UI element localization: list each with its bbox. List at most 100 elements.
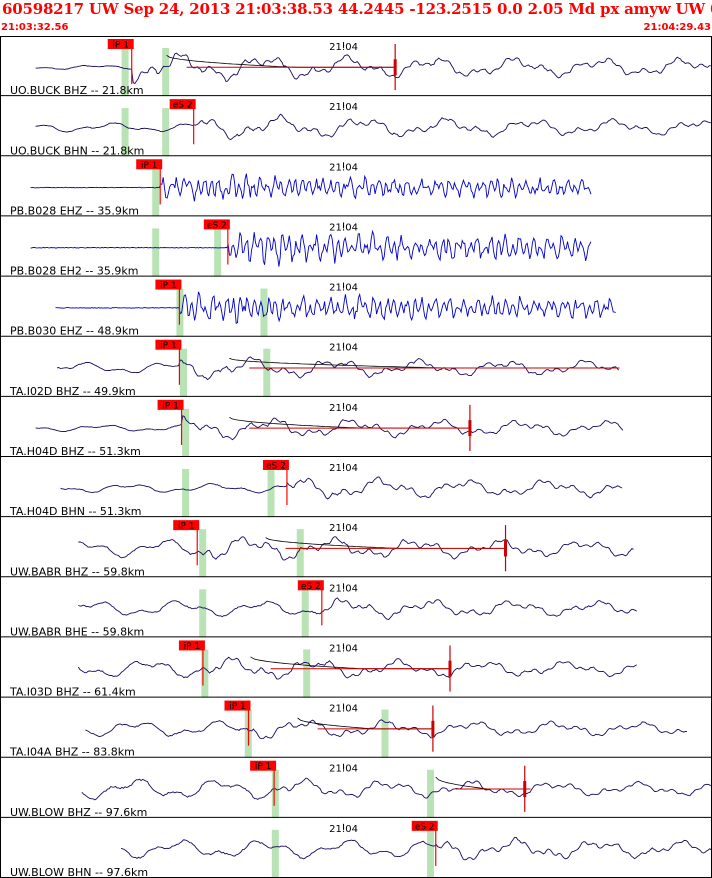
waveform [77, 656, 637, 680]
event-title: 60598217 UW Sep 24, 2013 21:03:38.53 44.… [2, 0, 712, 18]
waveform [30, 173, 592, 202]
pick-label: eS 2 [207, 221, 227, 231]
trace-panel: 21:04 eS 2 UW.BABR BHE -- 59.8km [0, 580, 712, 638]
pick-bar [162, 108, 170, 157]
trace-panel: 21:04 iP 1 UW.BLOW BHZ -- 97.6km [0, 760, 712, 819]
trace-panel: 21:04 iP 1 TA.I04A BHZ -- 83.8km [0, 700, 712, 759]
pick-bar [152, 228, 160, 277]
pick-bar [296, 529, 304, 578]
coda-curve [297, 717, 433, 730]
minute-label: 21:04 [329, 343, 358, 354]
pick-bar [152, 168, 160, 217]
pick-label: eS 2 [266, 462, 286, 472]
pick-label: eS 2 [415, 822, 435, 832]
minute-label: 21:04 [329, 583, 358, 594]
pick-bar [179, 348, 187, 397]
pick-box [155, 339, 182, 350]
minute-label: 21:04 [329, 42, 358, 53]
station-label: UO.BUCK BHZ -- 21.8km [10, 84, 144, 97]
pick-bar [121, 48, 129, 97]
minute-label: 21:04 [329, 162, 358, 173]
station-label: TA.H04D BHN -- 51.3km [9, 505, 141, 518]
pick-bar [214, 228, 222, 277]
minute-label: 21:04 [329, 283, 358, 294]
minute-label: 21:04 [329, 704, 358, 715]
waveform [35, 52, 711, 85]
pick-box [297, 580, 324, 591]
pick-bar [182, 469, 190, 518]
header: 60598217 UW Sep 24, 2013 21:03:38.53 44.… [0, 0, 712, 36]
pick-box [262, 460, 289, 470]
end-time: 21:04:29.43 [643, 22, 711, 33]
pick-label: iP 1 [229, 702, 246, 712]
pick-bar [162, 48, 170, 97]
pick-bar [303, 649, 311, 698]
coda-end-mark [431, 720, 435, 737]
pick-box [157, 399, 184, 410]
station-label: UW.BLOW BHZ -- 97.6km [10, 806, 147, 819]
minute-label: 21:04 [329, 222, 358, 233]
station-label: PB.B030 EHZ -- 48.9km [10, 325, 139, 338]
waveform [35, 113, 711, 140]
pick-bar [182, 408, 190, 457]
pick-bar [263, 348, 271, 397]
minute-label: 21:04 [329, 824, 358, 835]
coda-end-mark [448, 660, 452, 677]
minute-label: 21:04 [329, 403, 358, 414]
coda-end-mark [523, 780, 527, 797]
pick-label: iP 1 [160, 341, 177, 351]
trace-panel: 21:04 iP 1 TA.I03D BHZ -- 61.4km [0, 640, 712, 699]
pick-label: iP 1 [141, 161, 158, 171]
minute-label: 21:04 [329, 643, 358, 654]
pick-bar [121, 108, 129, 157]
pick-bar [381, 709, 389, 758]
waveform [85, 719, 688, 740]
pick-label: iP 1 [255, 762, 272, 772]
trace-panel: 21:04 iP 1 PB.B030 EHZ -- 48.9km [0, 279, 712, 338]
waveform [55, 291, 616, 324]
pick-label: iP 1 [160, 281, 177, 291]
pick-box [136, 159, 163, 170]
coda-end-mark [504, 540, 508, 557]
pick-box [169, 99, 196, 110]
trace-panel: 21:04 iP 1 PB.B028 EHZ -- 35.9km [0, 159, 712, 217]
pick-bar [271, 769, 279, 818]
station-label: UW.BLOW BHN -- 97.6km [10, 866, 148, 878]
minute-label: 21:04 [329, 102, 358, 113]
pick-bar [260, 288, 268, 337]
coda-end-mark [393, 59, 397, 76]
station-label: UW.BABR BHZ -- 59.8km [10, 565, 145, 578]
minute-label: 21:04 [329, 764, 358, 775]
pick-bar [199, 529, 207, 578]
pick-box [173, 520, 200, 531]
trace-panel: 21:04 iP 1 TA.H04D BHZ -- 51.3km [0, 399, 712, 458]
seismogram-plot: 21:04 iP 1 UO.BUCK BHZ -- 21.8km 21:04 eS 2 U… [0, 36, 712, 878]
waveform [120, 836, 712, 861]
pick-bar [199, 589, 207, 638]
pick-bar [271, 829, 279, 878]
trace-panel: 21:04 eS 2 UO.BUCK BHN -- 21.8km [0, 99, 712, 157]
pick-label: iP 1 [178, 522, 195, 532]
trace-panel: 21:04 eS 2 PB.B028 EH2 -- 35.9km [0, 219, 712, 278]
station-label: TA.I02D BHZ -- 49.9km [9, 385, 136, 398]
waveform [81, 777, 711, 801]
pick-bar [427, 829, 435, 878]
station-label: TA.I03D BHZ -- 61.4km [9, 686, 136, 699]
station-label: UW.BABR BHE -- 59.8km [10, 625, 144, 638]
station-label: PB.B028 EH2 -- 35.9km [10, 265, 138, 278]
trace-panel: 21:04 iP 1 TA.I02D BHZ -- 49.9km [0, 339, 712, 398]
pick-box [203, 219, 230, 230]
minute-label: 21:04 [329, 523, 358, 534]
waveform [78, 536, 634, 561]
pick-bar [267, 469, 275, 518]
pick-label: iP 1 [112, 41, 129, 51]
pick-box [107, 39, 134, 49]
waveform [78, 597, 637, 620]
station-label: TA.H04D BHZ -- 51.3km [9, 445, 141, 458]
pick-bar [201, 649, 209, 698]
coda-end-mark [468, 420, 472, 437]
trace-panel: 21:04 eS 2 TA.H04D BHN -- 51.3km [0, 460, 712, 518]
pick-label: eS 2 [173, 101, 193, 111]
pick-label: eS 2 [301, 582, 321, 592]
pick-box [224, 700, 251, 711]
